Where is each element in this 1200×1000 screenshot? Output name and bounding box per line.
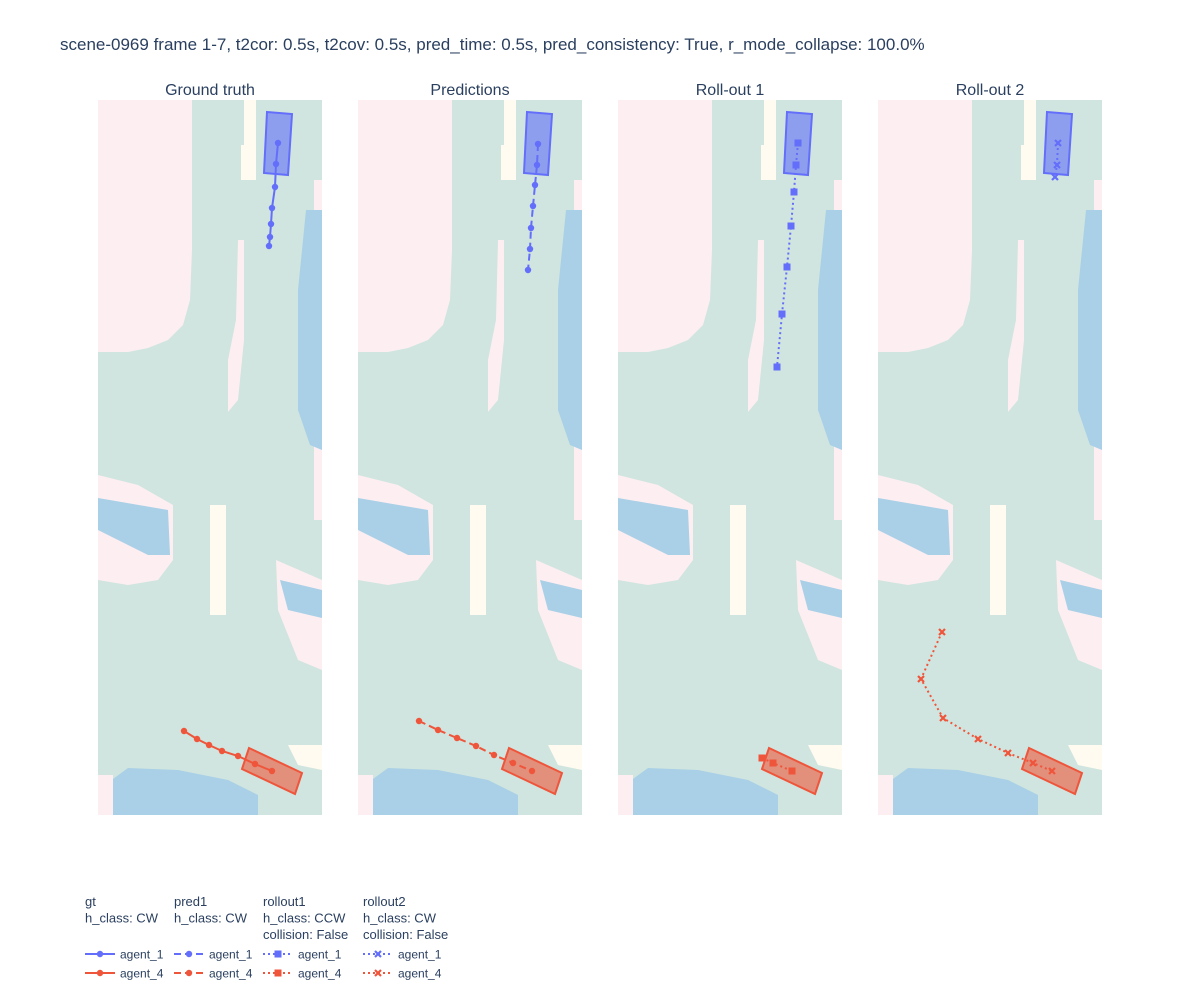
legend-label: agent_1 [209, 948, 253, 962]
panel: Roll-out 1 [618, 82, 842, 815]
marker [274, 950, 282, 958]
marker [794, 139, 802, 147]
panel-title: Ground truth [165, 82, 255, 99]
trajectory [1054, 142, 1059, 178]
marker [490, 751, 498, 759]
marker [96, 950, 104, 958]
marker [773, 363, 781, 371]
marker [268, 204, 276, 212]
marker [1004, 749, 1012, 757]
marker [792, 161, 800, 169]
marker [472, 742, 480, 750]
marker [266, 233, 274, 241]
map-background [618, 100, 842, 815]
marker [274, 969, 282, 977]
marker [185, 950, 193, 958]
marker [415, 717, 423, 725]
marker [180, 727, 188, 735]
marker [374, 950, 382, 958]
marker [917, 675, 925, 683]
legend-group-title: h_class: CW [363, 911, 437, 926]
panel: Roll-out 2 [878, 82, 1102, 815]
legend-group: gt h_class: CW agent_1 agent_4 [85, 894, 164, 981]
marker [787, 222, 795, 230]
marker [265, 242, 273, 250]
marker [526, 245, 534, 253]
marker [533, 161, 541, 169]
panel-title: Roll-out 1 [696, 82, 765, 99]
legend-group-title: gt [85, 894, 96, 909]
marker [374, 969, 382, 977]
marker [267, 220, 275, 228]
panel: Predictions [358, 82, 582, 815]
marker [185, 969, 193, 977]
legend-group-title: h_class: CCW [263, 911, 346, 926]
marker [790, 188, 798, 196]
marker [769, 759, 777, 767]
marker [434, 726, 442, 734]
legend-label: agent_1 [298, 948, 342, 962]
marker [271, 183, 279, 191]
legend-group-title: h_class: CW [174, 911, 248, 926]
panel-title: Predictions [430, 82, 509, 99]
marker [529, 202, 537, 210]
marker [218, 747, 226, 755]
marker [251, 760, 259, 768]
marker [1029, 759, 1037, 767]
legend-label: agent_4 [298, 967, 342, 981]
marker [1048, 767, 1056, 775]
legend-label: agent_1 [120, 948, 164, 962]
marker [234, 752, 242, 760]
marker [531, 181, 539, 189]
legend-group-title: pred1 [174, 894, 207, 909]
marker [274, 139, 282, 147]
map-background [878, 100, 1102, 815]
panel-title: Roll-out 2 [956, 82, 1025, 99]
marker [96, 969, 104, 977]
marker [527, 224, 535, 232]
marker [268, 767, 276, 775]
marker [193, 735, 201, 743]
legend-group-title: rollout1 [263, 894, 306, 909]
legend-group: pred1 h_class: CW agent_1 agent_4 [174, 894, 253, 981]
marker [534, 140, 542, 148]
legend-label: agent_1 [398, 948, 442, 962]
marker [778, 310, 786, 318]
trajectory [761, 757, 793, 772]
marker [783, 263, 791, 271]
marker [939, 714, 947, 722]
legend-label: agent_4 [398, 967, 442, 981]
marker [453, 734, 461, 742]
marker [938, 628, 946, 636]
figure-title: scene-0969 frame 1-7, t2cor: 0.5s, t2cov… [60, 35, 925, 54]
marker [1054, 139, 1062, 147]
map-background [98, 100, 322, 815]
legend-group-title: rollout2 [363, 894, 406, 909]
map-background [358, 100, 582, 815]
marker [1053, 161, 1061, 169]
legend-group-title: collision: False [363, 927, 448, 942]
marker [528, 767, 536, 775]
marker [509, 759, 517, 767]
marker [205, 741, 213, 749]
panel: Ground truth [98, 82, 322, 815]
marker [272, 160, 280, 168]
marker [788, 767, 796, 775]
marker [524, 266, 532, 274]
marker [758, 754, 766, 762]
legend-label: agent_4 [120, 967, 164, 981]
marker [974, 735, 982, 743]
legend-label: agent_4 [209, 967, 253, 981]
marker [1051, 173, 1059, 181]
legend-group-title: collision: False [263, 927, 348, 942]
legend-group-title: h_class: CW [85, 911, 159, 926]
